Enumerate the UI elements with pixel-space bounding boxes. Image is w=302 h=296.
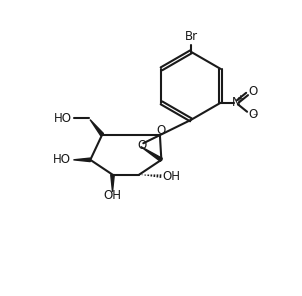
Text: +: + (236, 94, 244, 103)
Text: OH: OH (162, 170, 181, 183)
Polygon shape (90, 120, 104, 136)
Text: HO: HO (53, 153, 71, 166)
Text: Br: Br (185, 30, 198, 43)
Text: O: O (137, 139, 147, 152)
Polygon shape (111, 175, 114, 192)
Text: O: O (248, 108, 258, 121)
Polygon shape (141, 147, 162, 161)
Text: O: O (248, 85, 258, 98)
Text: N: N (231, 96, 240, 109)
Text: ⁻: ⁻ (253, 112, 258, 122)
Polygon shape (73, 158, 90, 162)
Text: OH: OH (104, 189, 121, 202)
Text: O: O (157, 124, 166, 137)
Text: HO: HO (54, 112, 72, 125)
